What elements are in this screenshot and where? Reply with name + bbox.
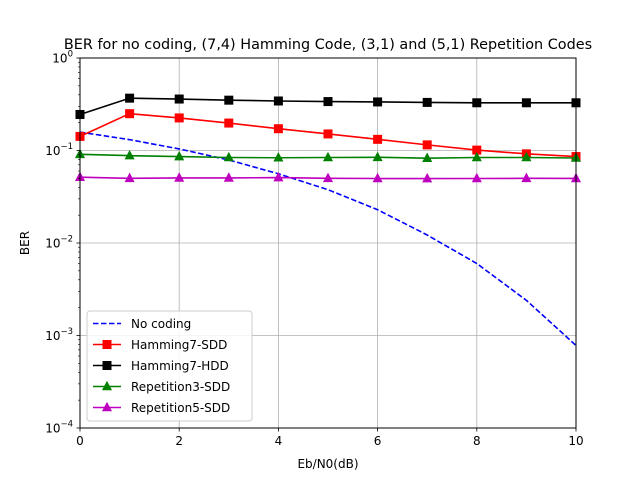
y-tick-exponent: −2: [60, 235, 73, 245]
data-point-hamming7-hdd: [422, 97, 432, 107]
data-point-repetition5-sdd: [372, 172, 383, 183]
x-axis-ticks: 0 2 4 6 8 10: [76, 428, 584, 448]
data-point-hamming7-sdd: [373, 134, 383, 144]
x-axis-label: Eb/N0(dB): [297, 457, 358, 471]
data-point-hamming7-hdd: [125, 93, 135, 103]
legend-item: Hamming7-SDD: [93, 338, 227, 352]
legend-label: Repetition5-SDD: [131, 401, 230, 415]
data-point-hamming7-hdd: [174, 94, 184, 104]
legend-marker: [102, 361, 112, 370]
y-tick-exponent: −3: [60, 327, 73, 337]
y-tick-base: 10: [52, 52, 67, 66]
series-layer: [74, 93, 582, 347]
series-no-coding: [79, 131, 577, 347]
y-tick-label: 10−1: [45, 142, 73, 158]
data-point-repetition5-sdd: [422, 172, 433, 183]
x-tick-label: 8: [473, 434, 481, 448]
data-point-repetition3-sdd: [223, 151, 234, 162]
legend: No coding Hamming7-SDD Hamming7-HDD Repetit…: [86, 310, 253, 422]
x-tick-label: 4: [275, 434, 283, 448]
series-repetition3-sdd: [74, 148, 582, 163]
data-point-repetition3-sdd: [521, 151, 532, 162]
legend-item: Repetition5-SDD: [93, 401, 230, 415]
data-point-repetition3-sdd: [174, 150, 185, 161]
y-tick-label: 100: [52, 50, 73, 66]
data-point-repetition5-sdd: [521, 172, 532, 183]
data-point-hamming7-sdd: [224, 118, 234, 128]
legend-item: Hamming7-HDD: [93, 359, 229, 373]
data-point-repetition3-sdd: [124, 149, 135, 160]
legend-item: Repetition3-SDD: [93, 380, 230, 394]
legend-marker: [101, 401, 113, 412]
legend-marker: [101, 380, 113, 391]
legend-item: No coding: [93, 317, 191, 331]
series-repetition5-sdd: [74, 171, 582, 183]
data-point-hamming7-sdd: [323, 129, 333, 139]
data-point-repetition5-sdd: [273, 171, 284, 182]
y-tick-label: 10−4: [45, 420, 73, 436]
data-point-hamming7-hdd: [323, 97, 333, 107]
x-tick-label: 0: [76, 434, 84, 448]
x-tick-label: 6: [374, 434, 382, 448]
data-point-hamming7-hdd: [273, 96, 283, 106]
legend-label: No coding: [131, 317, 191, 331]
data-point-repetition5-sdd: [174, 172, 185, 182]
legend-box: [86, 310, 253, 422]
data-point-hamming7-hdd: [472, 98, 482, 108]
x-tick-label: 2: [175, 434, 183, 448]
legend-label: Hamming7-SDD: [131, 338, 227, 352]
chart-title: BER for no coding, (7,4) Hamming Code, (…: [64, 37, 592, 53]
y-tick-base: 10: [45, 237, 60, 251]
y-axis-label: BER: [18, 231, 32, 255]
y-tick-base: 10: [45, 422, 60, 436]
legend-marker: [102, 340, 112, 349]
data-point-hamming7-sdd: [273, 124, 283, 134]
data-point-repetition5-sdd: [322, 172, 334, 183]
data-point-repetition3-sdd: [273, 152, 284, 162]
data-point-repetition3-sdd: [372, 151, 383, 162]
data-point-hamming7-sdd: [422, 140, 432, 150]
legend-label: Hamming7-HDD: [131, 359, 229, 373]
y-tick-label: 10−2: [45, 235, 73, 251]
y-tick-exponent: −1: [60, 142, 73, 152]
data-point-repetition5-sdd: [223, 172, 234, 182]
legend-label: Repetition3-SDD: [131, 380, 230, 394]
y-tick-base: 10: [45, 144, 60, 158]
data-point-repetition5-sdd: [471, 172, 482, 183]
data-point-hamming7-hdd: [521, 98, 531, 108]
data-point-repetition3-sdd: [471, 151, 482, 162]
y-tick-exponent: 0: [68, 50, 73, 60]
data-point-hamming7-sdd: [174, 113, 184, 123]
data-point-hamming7-hdd: [373, 97, 383, 107]
y-tick-base: 10: [45, 329, 60, 343]
x-tick-label: 10: [568, 434, 583, 448]
y-tick-exponent: −4: [60, 420, 73, 430]
data-point-repetition3-sdd: [322, 151, 334, 162]
y-tick-label: 10−3: [45, 327, 73, 343]
data-point-repetition5-sdd: [124, 172, 135, 183]
data-point-repetition3-sdd: [422, 152, 433, 163]
data-point-hamming7-hdd: [224, 95, 234, 105]
series-line-no-coding: [79, 131, 577, 347]
data-point-hamming7-sdd: [125, 109, 135, 119]
